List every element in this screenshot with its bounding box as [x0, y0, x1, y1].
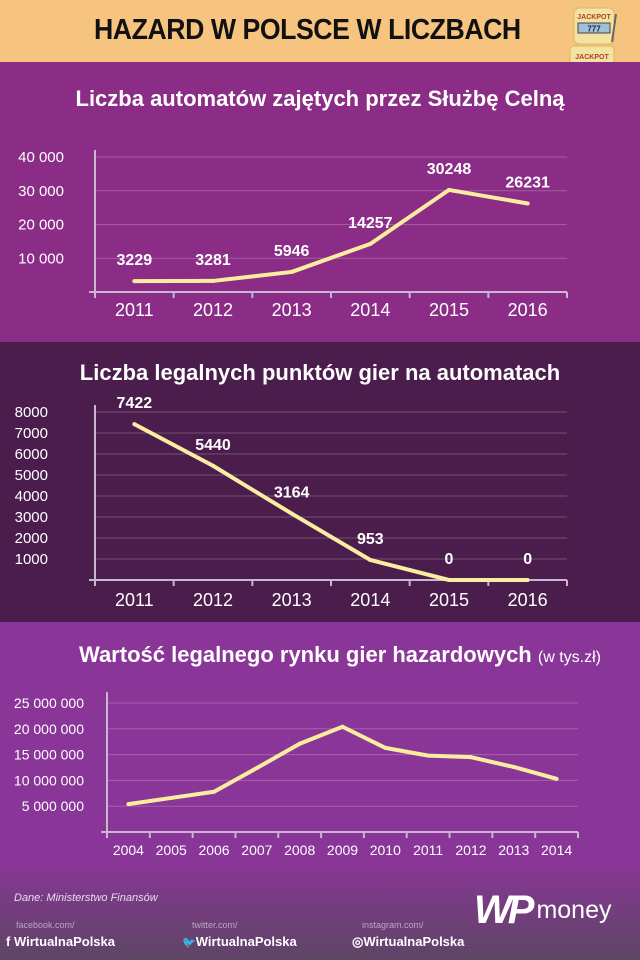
data-point — [525, 578, 530, 582]
data-point — [383, 745, 388, 750]
x-tick-label: 2016 — [508, 590, 548, 610]
y-tick-label: 5000 — [15, 467, 48, 484]
data-point — [368, 241, 373, 246]
chart-title: Liczba automatów zajętych przez Służbę C… — [75, 86, 565, 111]
x-tick-label: 2011 — [115, 300, 154, 320]
y-tick-label: 8000 — [15, 404, 48, 421]
chart-title: Wartość legalnego rynku gier hazardowych — [79, 642, 532, 667]
data-point — [447, 187, 451, 192]
data-point — [211, 463, 215, 468]
twitter-icon: 🐦 — [182, 937, 196, 949]
x-tick-label: 2014 — [350, 300, 390, 320]
x-tick-label: 2004 — [113, 842, 144, 858]
wp-money-logo: WP money — [474, 888, 612, 932]
series-line — [133, 422, 528, 582]
y-tick-label: 40 000 — [18, 149, 64, 166]
y-tick-label: 2000 — [15, 530, 48, 547]
x-tick-label: 2010 — [370, 842, 401, 858]
y-tick-label: 10 000 000 — [14, 772, 84, 788]
x-tick-label: 2014 — [350, 590, 390, 610]
x-tick-label: 2011 — [413, 842, 443, 858]
data-point — [525, 201, 530, 206]
data-label: 3229 — [117, 252, 153, 269]
data-label: 0 — [523, 551, 532, 568]
svg-text:JACKPOT: JACKPOT — [575, 54, 609, 61]
y-tick-label: 6000 — [15, 446, 48, 463]
data-label: 26231 — [505, 174, 550, 191]
data-point — [126, 802, 131, 807]
data-point — [169, 795, 174, 800]
y-tick-label: 30 000 — [18, 183, 64, 200]
x-tick-label: 2013 — [498, 842, 529, 858]
social-facebook[interactable]: facebook.com/f WirtualnaPolska — [6, 920, 115, 949]
data-label: 3281 — [195, 252, 231, 269]
data-point — [297, 741, 302, 746]
data-point — [254, 766, 259, 771]
x-tick-label: 2014 — [541, 842, 572, 858]
y-tick-label: 10 000 — [18, 250, 64, 267]
y-tick-label: 1000 — [15, 551, 48, 568]
x-tick-label: 2013 — [272, 590, 312, 610]
data-point — [212, 789, 217, 794]
x-tick-label: 2015 — [429, 590, 469, 610]
data-label: 5440 — [195, 437, 231, 454]
section-legal-points: Liczba legalnych punktów gier na automat… — [0, 342, 640, 622]
series-line — [134, 187, 529, 284]
x-tick-label: 2012 — [193, 300, 233, 320]
data-label: 14257 — [348, 215, 393, 232]
section-seized-machines: Liczba automatów zajętych przez Służbę C… — [0, 62, 640, 342]
data-point — [554, 776, 559, 781]
x-tick-label: 2016 — [508, 300, 548, 320]
social-instagram[interactable]: instagram.com/◎WirtualnaPolska — [352, 920, 465, 949]
svg-text:JACKPOT: JACKPOT — [577, 14, 611, 21]
y-tick-label: 20 000 000 — [14, 721, 84, 737]
data-point — [289, 511, 294, 516]
x-tick-label: 2012 — [193, 590, 233, 610]
x-tick-label: 2007 — [241, 842, 272, 858]
data-point — [368, 557, 373, 562]
data-label: 5946 — [274, 243, 310, 260]
data-point — [468, 755, 473, 760]
source-note: Dane: Ministerstwo Finansów — [14, 892, 158, 904]
x-tick-label: 2011 — [115, 590, 154, 610]
data-point — [211, 278, 215, 283]
data-label: 0 — [445, 551, 454, 568]
page-title: HAZARD W POLSCE W LICZBACH — [94, 14, 521, 46]
x-tick-label: 2013 — [272, 300, 312, 320]
x-tick-label: 2012 — [455, 842, 486, 858]
y-tick-label: 25 000 000 — [14, 695, 84, 711]
y-tick-label: 3000 — [15, 509, 48, 526]
data-label: 3164 — [274, 485, 310, 502]
data-label: 7422 — [117, 395, 153, 412]
y-tick-label: 20 000 — [18, 217, 64, 234]
data-point — [132, 422, 137, 427]
data-label: 30248 — [427, 161, 472, 178]
x-tick-label: 2009 — [327, 842, 358, 858]
x-tick-label: 2015 — [429, 300, 469, 320]
facebook-icon: f — [6, 934, 11, 949]
svg-text:777: 777 — [587, 25, 601, 34]
data-label: 953 — [357, 531, 384, 548]
data-point — [340, 724, 345, 729]
data-point — [289, 269, 294, 274]
instagram-icon: ◎ — [352, 934, 364, 949]
chart-title: Liczba legalnych punktów gier na automat… — [79, 360, 561, 385]
y-tick-label: 7000 — [15, 425, 48, 442]
y-tick-label: 5 000 000 — [22, 798, 84, 814]
chart-subtitle: (w tys.zł) — [537, 649, 601, 666]
x-tick-label: 2006 — [198, 842, 229, 858]
x-tick-label: 2005 — [156, 842, 187, 858]
data-point — [447, 578, 451, 582]
social-twitter[interactable]: twitter.com/🐦WirtualnaPolska — [182, 920, 297, 949]
data-point — [426, 753, 431, 758]
y-tick-label: 15 000 000 — [14, 747, 84, 763]
series-line — [128, 724, 558, 807]
data-point — [132, 279, 137, 284]
y-tick-label: 4000 — [15, 488, 48, 505]
data-point — [511, 764, 516, 769]
x-tick-label: 2008 — [284, 842, 315, 858]
